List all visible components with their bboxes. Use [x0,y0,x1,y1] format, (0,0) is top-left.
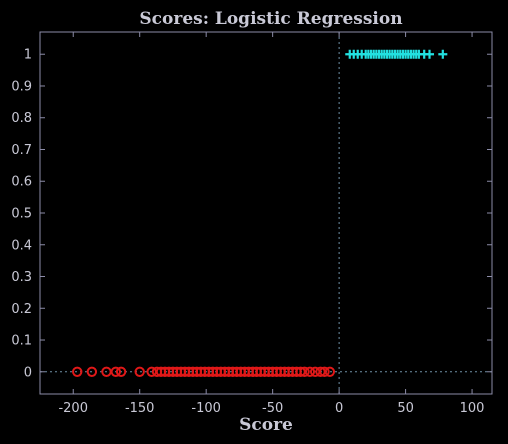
x-axis-label: Score [239,415,293,435]
series-layer [72,49,448,377]
data-point-circle [319,366,330,377]
series-circle [72,366,336,377]
y-tick-label: 0.3 [11,270,32,285]
data-point-plus [425,49,435,59]
y-tick-label: 0.5 [11,207,32,222]
data-point-circle [324,366,336,377]
y-tick-label: 1 [24,48,32,63]
x-axis: -200 -150 -100 -50 0 50 100 [58,32,484,416]
x-tick-label: -100 [191,401,221,416]
chart-title: Scores: Logistic Regression [139,9,402,29]
data-point-circle [304,366,316,377]
data-point-circle [72,366,83,377]
data-point-circle [115,366,127,377]
data-point-plus [438,49,448,59]
y-tick-label: 0.4 [11,238,32,253]
x-tick-label: 0 [335,401,343,416]
data-point-circle [86,366,98,377]
plot-frame [39,31,493,395]
data-point-circle [110,366,121,377]
x-tick-label: 100 [460,401,485,416]
data-point-circle [299,366,310,377]
y-tick-label: 0.1 [11,334,32,349]
x-tick-label: -50 [262,401,283,416]
y-tick-label: 0.8 [11,111,32,126]
x-tick-label: -200 [58,401,88,416]
series-plus [345,49,448,59]
x-tick-label: 50 [397,401,414,416]
y-tick-label: 0.6 [11,175,32,190]
y-tick-label: 0.9 [11,79,32,94]
x-tick-label: -150 [125,401,155,416]
data-point-circle [134,366,145,377]
y-tick-label: 0 [24,365,32,380]
y-tick-label: 0.2 [11,302,32,317]
y-axis: 0 0.1 0.2 0.3 0.4 0.5 0.6 0.7 0.8 0.9 1 [11,48,492,380]
reference-lines [40,32,492,394]
y-tick-label: 0.7 [11,143,32,158]
